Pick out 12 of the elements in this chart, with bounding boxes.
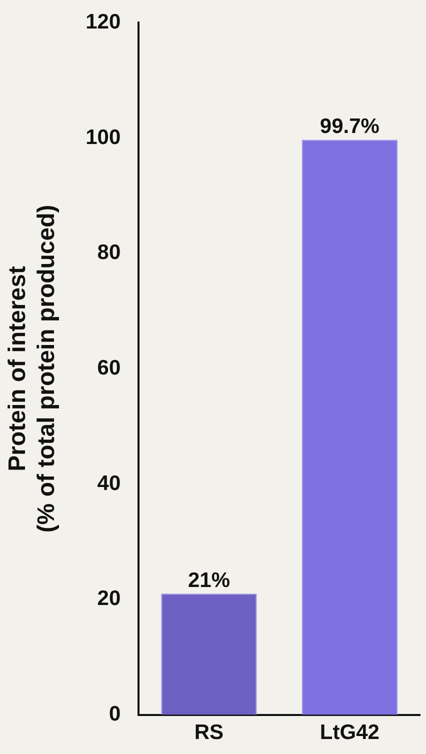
data-label: 21% bbox=[188, 568, 230, 592]
y-tick-label: 60 bbox=[97, 356, 121, 380]
y-tick-label: 20 bbox=[97, 587, 121, 610]
y-tick-label: 40 bbox=[97, 472, 121, 495]
y-tick-label: 120 bbox=[86, 10, 121, 34]
data-label: 99.7% bbox=[320, 114, 380, 138]
y-tick-label: 80 bbox=[97, 241, 121, 264]
y-tick-label: 0 bbox=[108, 702, 121, 726]
y-axis-title: Protein of interest (% of total protein produced) bbox=[4, 204, 60, 533]
x-tick-label: RS bbox=[194, 721, 224, 744]
x-tick-label: LtG42 bbox=[320, 721, 380, 744]
y-tick-label: 100 bbox=[86, 126, 121, 149]
